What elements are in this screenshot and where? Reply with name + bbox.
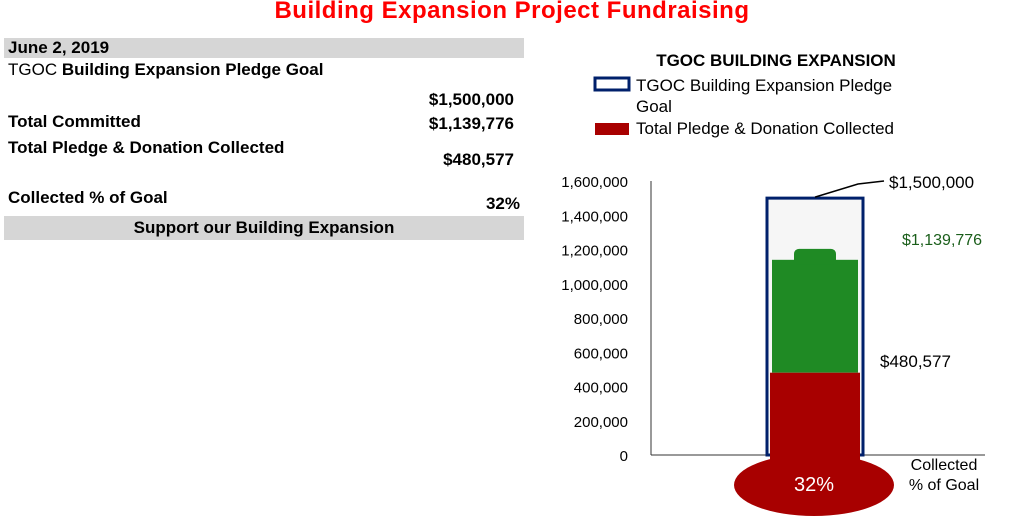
bulb-percent-label: 32%: [794, 474, 834, 496]
thermometer-bulb: [734, 454, 894, 516]
y-tick-label: 200,000: [574, 414, 628, 431]
support-band: Support our Building Expansion: [4, 216, 524, 240]
y-tick-label: 1,600,000: [561, 174, 628, 191]
legend-swatch-goal: [593, 76, 631, 92]
goal-leader-line: [814, 180, 885, 198]
summary-row-goal: TGOC Building Expansion Pledge Goal $1,5…: [4, 58, 524, 110]
collected-label: Total Pledge & Donation Collected: [8, 138, 285, 157]
goal-label: Building Expansion Pledge Goal: [57, 60, 324, 79]
x-category-label: Collected% of Goal: [909, 457, 979, 494]
bar-committed: [772, 259, 858, 373]
data-label-committed: $1,139,776: [902, 232, 982, 249]
summary-row-committed: Total Committed $1,139,776: [4, 110, 524, 136]
y-tick-label: 600,000: [574, 345, 628, 362]
goal-label-prefix: TGOC: [8, 60, 58, 79]
y-tick-label: 400,000: [574, 380, 628, 397]
percent-label: Collected % of Goal: [8, 188, 168, 207]
summary-row-percent: Collected % of Goal 32%: [4, 186, 524, 216]
y-tick-label: 800,000: [574, 311, 628, 328]
chart-title: TGOC BUILDING EXPANSION: [656, 51, 896, 70]
committed-label: Total Committed: [8, 112, 141, 131]
legend-label-goal: TGOC Building Expansion Pledge Goal: [636, 76, 892, 116]
y-tick-label: 1,200,000: [561, 243, 628, 260]
percent-value: 32%: [485, 194, 520, 213]
goal-value: $1,500,000: [428, 90, 514, 109]
legend-swatch-collected: [595, 123, 629, 135]
committed-value: $1,139,776: [428, 114, 514, 133]
summary-row-collected: Total Pledge & Donation Collected $480,5…: [4, 136, 524, 186]
bar-collected: [770, 372, 860, 469]
summary-table: June 2, 2019 TGOC Building Expansion Ple…: [4, 38, 524, 240]
y-tick-label: 1,400,000: [561, 208, 628, 225]
collected-value: $480,577: [443, 150, 514, 169]
bar-committed-cap: [794, 248, 836, 265]
legend-label-collected: Total Pledge & Donation Collected: [636, 119, 894, 138]
data-label-collected: $480,577: [880, 352, 951, 371]
date-band: June 2, 2019: [4, 38, 524, 58]
y-tick-label: 1,000,000: [561, 277, 628, 294]
y-tick-label: 0: [620, 448, 628, 465]
page-title: Building Expansion Project Fundraising: [274, 0, 750, 24]
data-label-goal: $1,500,000: [889, 173, 974, 192]
